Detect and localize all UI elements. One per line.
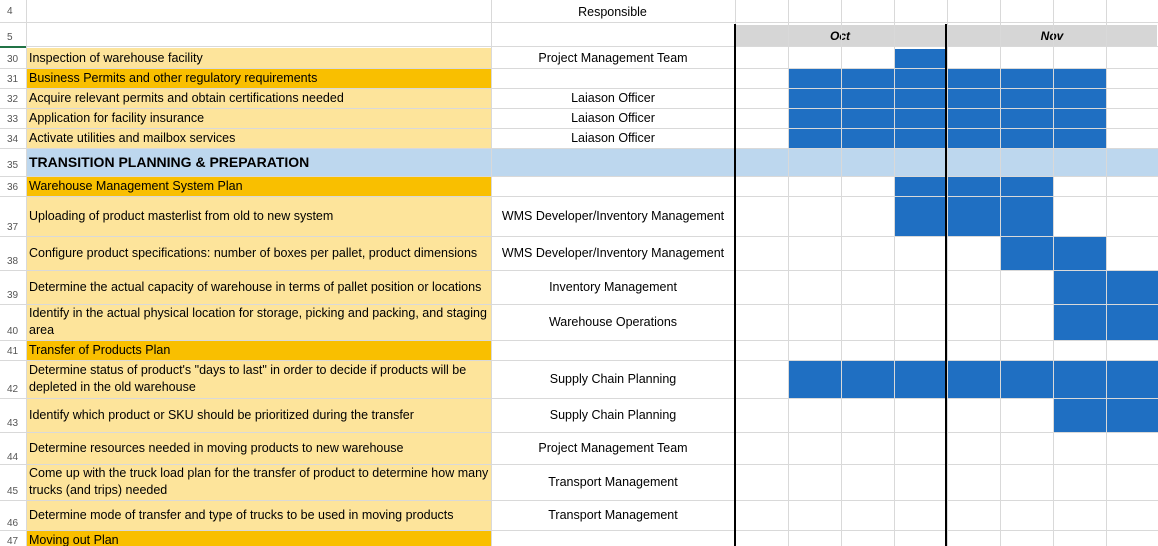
grid-row-line: [0, 398, 1158, 399]
responsible-cell[interactable]: Supply Chain Planning: [549, 372, 677, 386]
grid-row-line: [0, 530, 1158, 531]
responsible-cell[interactable]: Laiason Officer: [571, 131, 655, 145]
grid-column-line: [1106, 0, 1107, 546]
row-number[interactable]: 5: [7, 32, 13, 43]
responsible-cell[interactable]: Warehouse Operations: [548, 315, 678, 329]
grid-row-line: [0, 68, 1158, 69]
row-number[interactable]: 30: [7, 54, 19, 65]
gantt-bar[interactable]: [789, 361, 1158, 398]
responsible-cell[interactable]: Project Management Team: [538, 51, 688, 65]
responsible-cell[interactable]: Inventory Management: [549, 280, 677, 294]
month-separator: [734, 24, 736, 546]
section-title-cell[interactable]: Warehouse Management System Plan: [27, 176, 491, 196]
grid-row-line: [0, 432, 1158, 433]
row-number[interactable]: 42: [7, 384, 19, 395]
row-number[interactable]: 40: [7, 326, 19, 337]
responsible-cell[interactable]: [492, 68, 734, 88]
task-cell[interactable]: Come up with the truck load plan for the…: [27, 464, 491, 500]
section-title-cell[interactable]: Transfer of Products Plan: [27, 340, 491, 360]
responsible-header: Responsible: [578, 5, 647, 19]
grid-column-line: [26, 0, 27, 546]
task-cell[interactable]: Activate utilities and mailbox services: [27, 128, 491, 148]
row-number[interactable]: 43: [7, 418, 19, 429]
responsible-cell[interactable]: WMS Developer/Inventory Management: [501, 209, 725, 223]
grid-row-line: [0, 304, 1158, 305]
row-number[interactable]: 35: [7, 160, 19, 171]
grid-row-line: [0, 500, 1158, 501]
responsible-cell[interactable]: [492, 176, 734, 196]
task-cell[interactable]: Determine the actual capacity of warehou…: [27, 270, 491, 304]
grid-row-line: [0, 108, 1158, 109]
grid-column-line: [491, 0, 492, 546]
task-cell[interactable]: Configure product specifications: number…: [27, 236, 491, 270]
phase-band: [26, 148, 1158, 176]
grid-row-line: [0, 148, 1158, 149]
grid-column-line: [841, 0, 842, 546]
grid-column-line: [1053, 0, 1054, 546]
month-separator: [945, 24, 947, 546]
row-number[interactable]: 37: [7, 222, 19, 233]
section-title-cell[interactable]: Moving out Plan: [27, 530, 491, 546]
responsible-cell[interactable]: Project Management Team: [538, 441, 688, 455]
grid-column-line: [788, 0, 789, 546]
row-number[interactable]: 45: [7, 486, 19, 497]
responsible-cell[interactable]: WMS Developer/Inventory Management: [501, 246, 725, 260]
task-cell[interactable]: Acquire relevant permits and obtain cert…: [27, 88, 491, 108]
row-number[interactable]: 31: [7, 74, 19, 85]
grid-column-line: [1000, 0, 1001, 546]
grid-row-line: [0, 464, 1158, 465]
grid-column-line: [894, 0, 895, 546]
grid-row-line: [0, 236, 1158, 237]
grid-row-line: [0, 88, 1158, 89]
task-cell[interactable]: Inspection of warehouse facility: [27, 48, 491, 68]
row-number[interactable]: 36: [7, 182, 19, 193]
gantt-bar[interactable]: [895, 177, 1053, 196]
task-cell[interactable]: Uploading of product masterlist from old…: [27, 196, 491, 236]
task-cell[interactable]: Identify in the actual physical location…: [27, 304, 491, 340]
grid-row-line: [0, 196, 1158, 197]
responsible-cell[interactable]: [492, 148, 734, 176]
row-number[interactable]: 47: [7, 536, 19, 546]
responsible-cell[interactable]: Transport Management: [548, 475, 678, 489]
row-number[interactable]: 32: [7, 94, 19, 105]
row-number[interactable]: 38: [7, 256, 19, 267]
grid-row-line: [0, 270, 1158, 271]
task-cell[interactable]: Identify which product or SKU should be …: [27, 398, 491, 432]
month-header-oct: Oct: [735, 25, 945, 46]
responsible-cell[interactable]: Supply Chain Planning: [549, 408, 677, 422]
responsible-cell[interactable]: [492, 340, 734, 360]
row-number[interactable]: 46: [7, 518, 19, 529]
responsible-cell[interactable]: [492, 530, 734, 546]
row-number[interactable]: 39: [7, 290, 19, 301]
row-number[interactable]: 44: [7, 452, 19, 463]
responsible-cell[interactable]: Laiason Officer: [571, 91, 655, 105]
grid-row-line: [0, 46, 1158, 47]
selected-row-marker: [0, 46, 26, 48]
section-title-cell[interactable]: Business Permits and other regulatory re…: [27, 68, 491, 88]
row-number[interactable]: 34: [7, 134, 19, 145]
task-cell[interactable]: Determine resources needed in moving pro…: [27, 432, 491, 464]
gantt-bar[interactable]: [895, 197, 1053, 236]
grid-row-line: [0, 176, 1158, 177]
row-number[interactable]: 33: [7, 114, 19, 125]
responsible-cell[interactable]: Laiason Officer: [571, 111, 655, 125]
responsible-cell[interactable]: Transport Management: [548, 508, 678, 522]
task-cell[interactable]: Determine status of product's "days to l…: [27, 360, 491, 398]
row-number[interactable]: 41: [7, 346, 19, 357]
month-header-nov: Nov: [947, 25, 1157, 46]
task-cell[interactable]: Application for facility insurance: [27, 108, 491, 128]
grid-row-line: [0, 128, 1158, 129]
grid-row-line: [0, 360, 1158, 361]
phase-title-cell[interactable]: TRANSITION PLANNING & PREPARATION: [29, 154, 310, 170]
gantt-bar[interactable]: [895, 49, 947, 68]
row-number[interactable]: 4: [7, 6, 13, 17]
task-cell[interactable]: Determine mode of transfer and type of t…: [27, 500, 491, 530]
grid-row-line: [0, 340, 1158, 341]
grid-row-line: [0, 22, 1158, 23]
grid-column-line: [947, 0, 948, 546]
